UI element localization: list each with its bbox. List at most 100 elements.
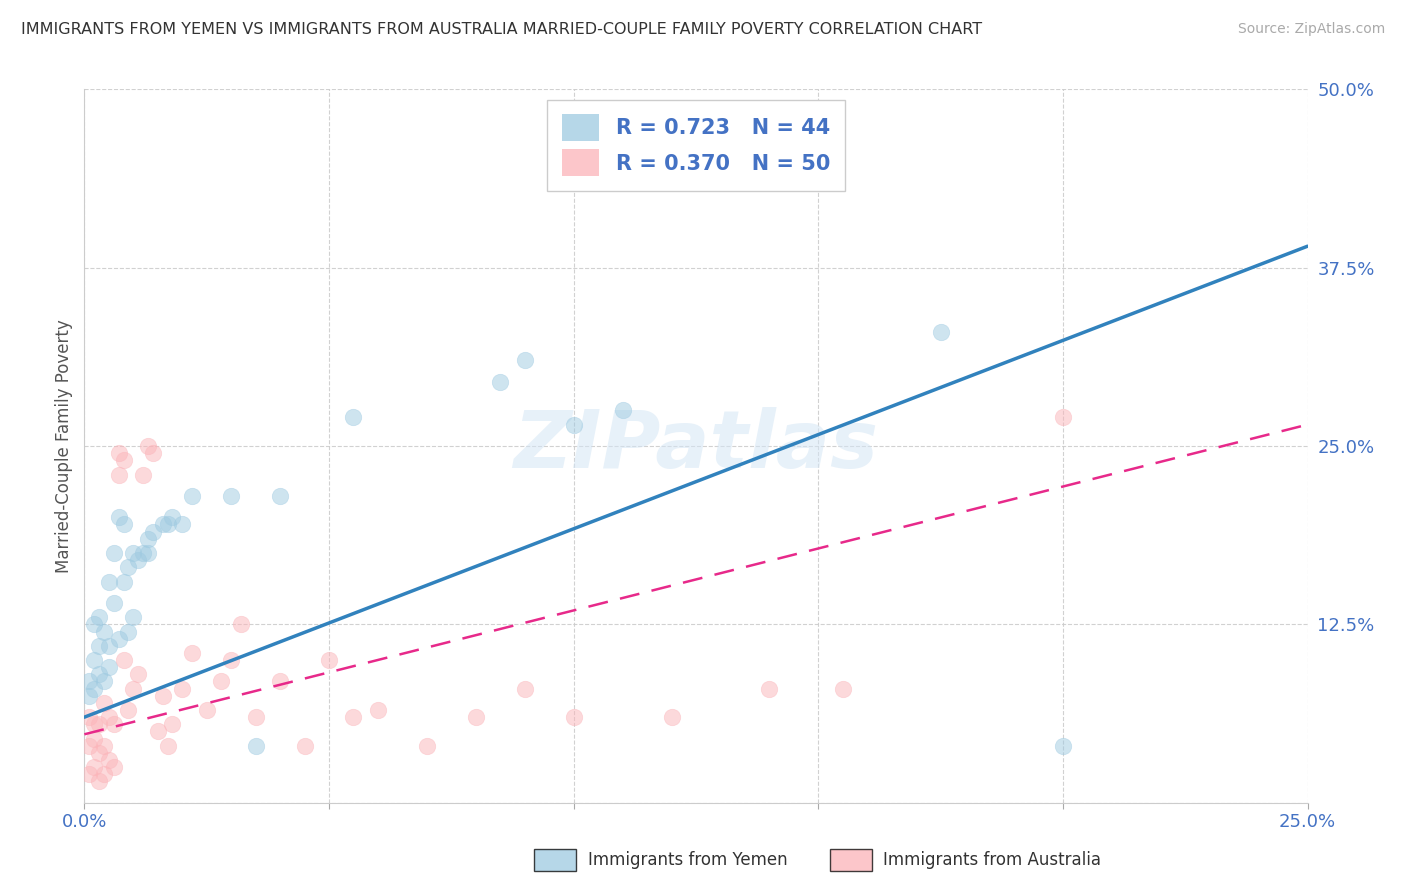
Point	[77, 689, 100, 703]
Point	[513, 353, 536, 368]
Point	[87, 717, 110, 731]
Point	[93, 739, 115, 753]
Point	[107, 510, 129, 524]
Point	[83, 653, 105, 667]
Point	[93, 767, 115, 781]
Point	[612, 403, 634, 417]
Point	[77, 739, 100, 753]
Point	[142, 524, 165, 539]
Point	[1052, 739, 1074, 753]
Point	[117, 624, 139, 639]
Point	[489, 375, 512, 389]
Point	[929, 325, 952, 339]
Point	[122, 610, 145, 624]
Point	[132, 467, 155, 482]
Point	[87, 610, 110, 624]
Point	[112, 453, 135, 467]
Point	[831, 681, 853, 696]
Point	[77, 767, 100, 781]
Point	[513, 681, 536, 696]
Point	[112, 517, 135, 532]
Point	[269, 489, 291, 503]
Point	[122, 546, 145, 560]
Point	[152, 689, 174, 703]
Point	[112, 574, 135, 589]
Point	[156, 517, 179, 532]
Point	[136, 546, 159, 560]
Text: Source: ZipAtlas.com: Source: ZipAtlas.com	[1237, 22, 1385, 37]
Point	[146, 724, 169, 739]
Point	[162, 510, 184, 524]
Point	[83, 731, 105, 746]
Point	[77, 674, 100, 689]
Point	[127, 553, 149, 567]
Point	[245, 739, 267, 753]
Point	[269, 674, 291, 689]
Point	[195, 703, 218, 717]
Point	[107, 446, 129, 460]
Point	[112, 653, 135, 667]
Point	[181, 646, 204, 660]
Point	[136, 439, 159, 453]
Point	[245, 710, 267, 724]
Point	[758, 681, 780, 696]
Point	[318, 653, 340, 667]
Point	[661, 710, 683, 724]
Text: ZIPatlas: ZIPatlas	[513, 407, 879, 485]
Point	[219, 653, 242, 667]
Point	[783, 175, 806, 189]
Point	[209, 674, 232, 689]
Point	[107, 632, 129, 646]
Point	[152, 517, 174, 532]
Text: Immigrants from Yemen: Immigrants from Yemen	[588, 851, 787, 869]
Point	[87, 667, 110, 681]
Point	[464, 710, 486, 724]
Point	[229, 617, 252, 632]
Point	[562, 417, 585, 432]
Point	[83, 760, 105, 774]
Point	[87, 774, 110, 789]
Point	[172, 517, 194, 532]
Point	[342, 410, 364, 425]
Point	[97, 660, 120, 674]
Text: Immigrants from Australia: Immigrants from Australia	[883, 851, 1101, 869]
Point	[83, 617, 105, 632]
Text: IMMIGRANTS FROM YEMEN VS IMMIGRANTS FROM AUSTRALIA MARRIED-COUPLE FAMILY POVERTY: IMMIGRANTS FROM YEMEN VS IMMIGRANTS FROM…	[21, 22, 983, 37]
Point	[93, 696, 115, 710]
Point	[117, 560, 139, 574]
Point	[103, 717, 125, 731]
Point	[122, 681, 145, 696]
Point	[219, 489, 242, 503]
Point	[181, 489, 204, 503]
Point	[156, 739, 179, 753]
Point	[93, 624, 115, 639]
Point	[97, 710, 120, 724]
Point	[367, 703, 389, 717]
Point	[97, 753, 120, 767]
Point	[162, 717, 184, 731]
Point	[294, 739, 316, 753]
Point	[103, 760, 125, 774]
Point	[107, 467, 129, 482]
Point	[117, 703, 139, 717]
Point	[562, 710, 585, 724]
Point	[132, 546, 155, 560]
Point	[1052, 410, 1074, 425]
Point	[172, 681, 194, 696]
Y-axis label: Married-Couple Family Poverty: Married-Couple Family Poverty	[55, 319, 73, 573]
Point	[136, 532, 159, 546]
Point	[97, 574, 120, 589]
Point	[87, 746, 110, 760]
Point	[416, 739, 439, 753]
Point	[83, 681, 105, 696]
Point	[127, 667, 149, 681]
Point	[77, 710, 100, 724]
Point	[97, 639, 120, 653]
Point	[103, 546, 125, 560]
Point	[342, 710, 364, 724]
Point	[83, 717, 105, 731]
Legend: R = 0.723   N = 44, R = 0.370   N = 50: R = 0.723 N = 44, R = 0.370 N = 50	[547, 100, 845, 191]
Point	[93, 674, 115, 689]
Point	[103, 596, 125, 610]
Point	[142, 446, 165, 460]
